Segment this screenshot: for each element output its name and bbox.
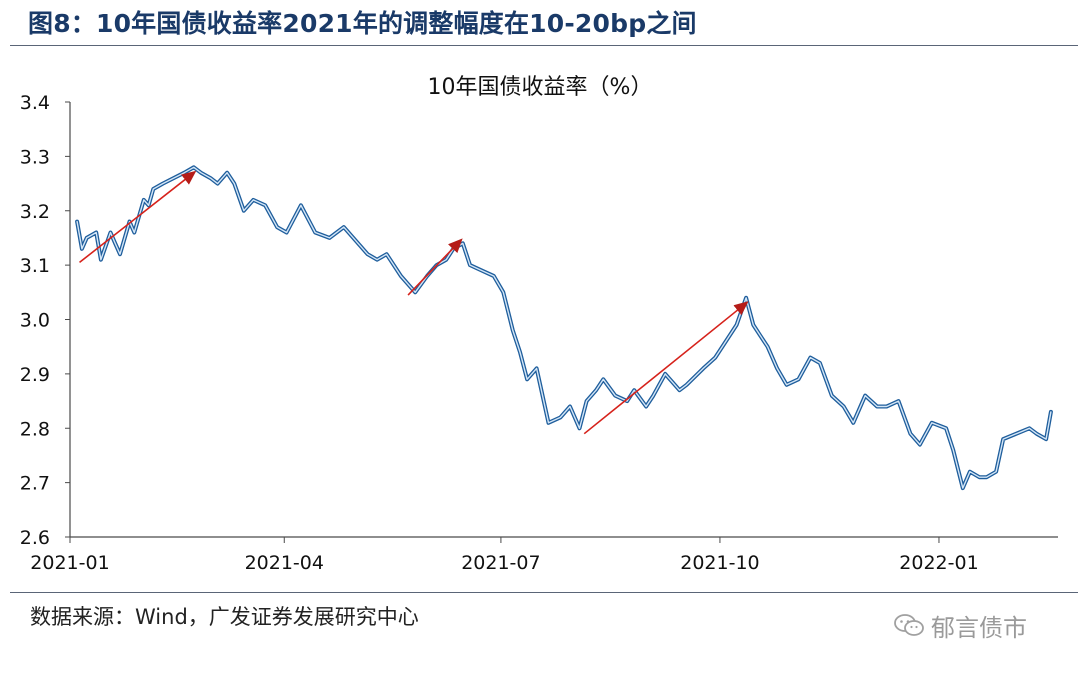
y-tick-label: 3.2 xyxy=(20,201,50,223)
y-tick-label: 2.7 xyxy=(20,473,50,495)
series-group xyxy=(75,165,1053,491)
x-tick-label: 2021-04 xyxy=(245,552,324,574)
series-line-outline xyxy=(75,165,1053,491)
watermark-text: 郁言债市 xyxy=(931,613,1027,642)
annotation-group xyxy=(79,170,749,435)
y-tick-label: 2.8 xyxy=(20,418,50,440)
y-tick-label: 2.9 xyxy=(20,364,50,386)
trend-arrow-2 xyxy=(407,238,463,296)
axes-group: 3.4 3.3 3.2 3.1 3.0 2.9 2.8 2.7 2.6 2021-01 2021-0… xyxy=(20,92,1058,574)
figure-title: 图8：10年国债收益率2021年的调整幅度在10-20bp之间 xyxy=(28,9,697,38)
y-tick-label: 2.6 xyxy=(20,527,50,549)
y-tick-label: 3.3 xyxy=(20,146,50,168)
y-tick-label: 3.1 xyxy=(20,255,50,277)
line-chart: 10年国债收益率（%） 3.4 3.3 3.2 3.1 3.0 2.9 2.8 2.7 2.6 2… xyxy=(20,75,1058,574)
x-tick-label: 2021-10 xyxy=(680,552,759,574)
trend-arrow-3 xyxy=(583,301,749,435)
trend-arrow-1 xyxy=(79,170,197,264)
series-line xyxy=(76,166,1052,489)
watermark: 郁言债市 xyxy=(893,608,1027,642)
y-tick-label: 3.0 xyxy=(20,310,50,332)
source-note: 数据来源：Wind，广发证券发展研究中心 xyxy=(30,605,419,629)
x-tick-label: 2022-01 xyxy=(899,552,978,574)
x-tick-label: 2021-01 xyxy=(30,552,109,574)
chart-title: 10年国债收益率（%） xyxy=(428,75,653,100)
top-divider xyxy=(10,45,1078,46)
wechat-icon xyxy=(894,614,924,636)
y-tick-label: 3.4 xyxy=(20,92,50,114)
x-tick-label: 2021-07 xyxy=(461,552,540,574)
bottom-divider xyxy=(10,592,1078,593)
